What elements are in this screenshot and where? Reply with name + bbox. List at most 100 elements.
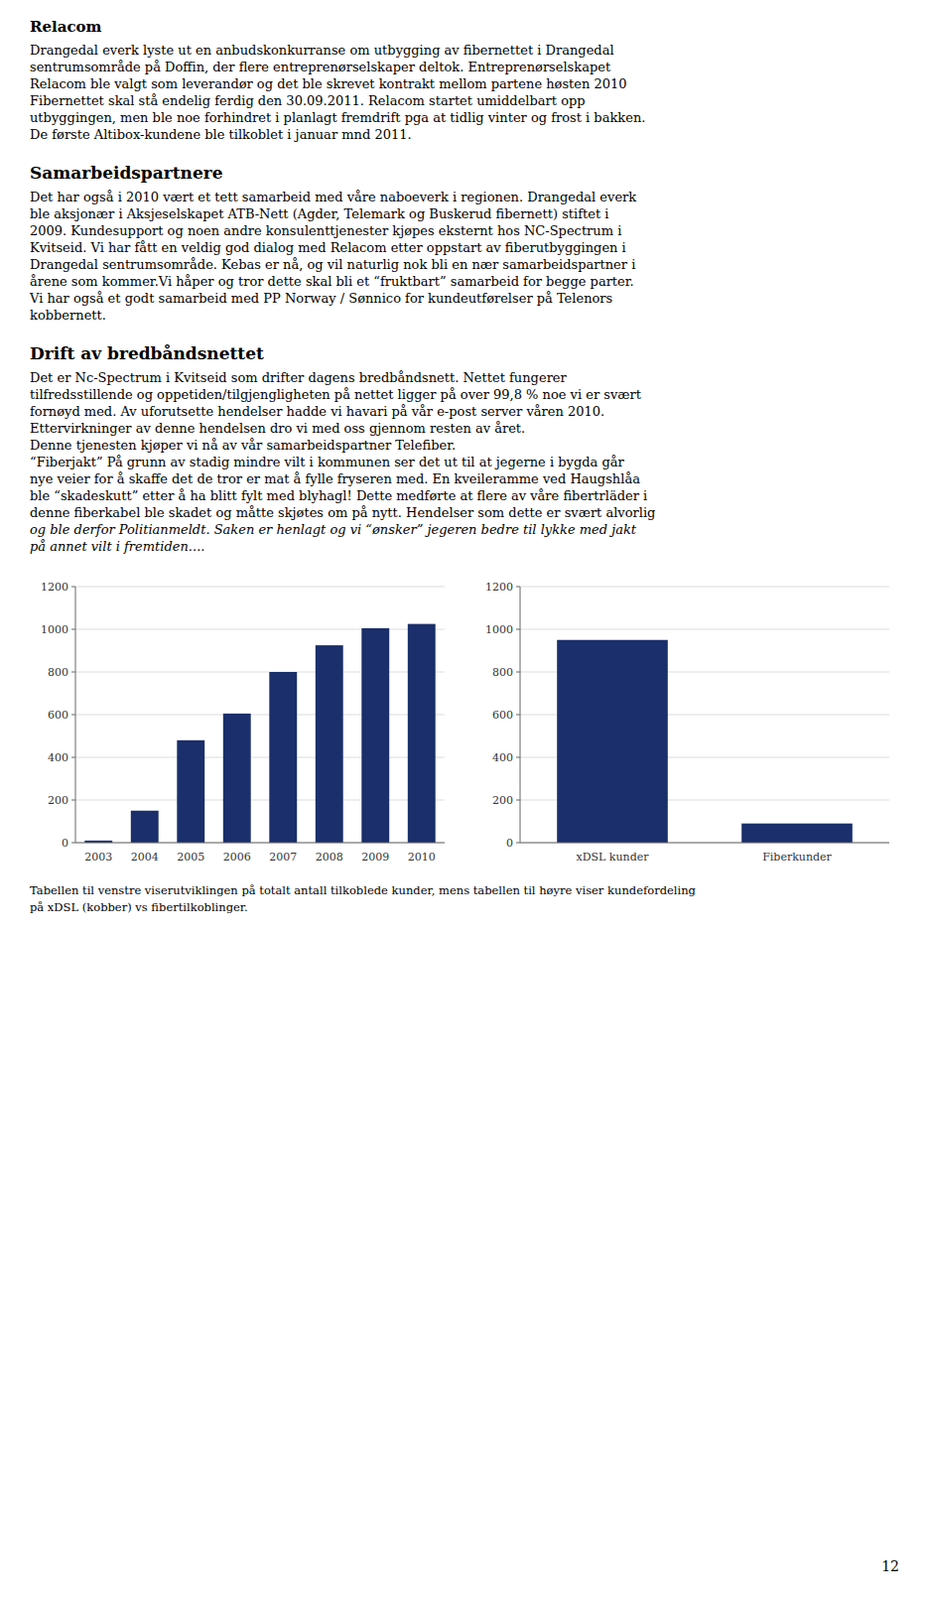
section: Drift av bredbåndsnettet Det er Nc-Spectr… — [29, 343, 900, 555]
category-label: 2003 — [84, 850, 113, 864]
paragraph-line: ble aksjonær i Aksjeselskapet ATB-Nett (… — [29, 205, 900, 223]
paragraph-line: tilfredsstillende og oppetiden/tilgjengl… — [29, 386, 900, 403]
caption: Tabellen til venstre viserutviklingen på… — [29, 882, 900, 917]
page-number: 12 — [881, 1558, 900, 1575]
caption-line: på xDSL (kobber) vs fibertilkoblinger. — [29, 899, 900, 917]
paragraph-line: fornøyd med. Av uforutsette hendelser ha… — [29, 402, 900, 420]
tick-label: 200 — [47, 794, 69, 807]
x-axis — [75, 842, 445, 844]
paragraph-line: nye veier for å skaffe det de tror er ma… — [29, 470, 900, 488]
tick-mark — [516, 757, 521, 759]
tick-mark — [516, 629, 521, 631]
tick-mark — [71, 629, 76, 631]
tick-label: 0 — [506, 836, 514, 850]
bar — [223, 713, 252, 843]
paragraph-line: Denne tjenesten kjøper vi nå av vår sama… — [29, 436, 900, 454]
bars — [84, 624, 435, 843]
category-label: 2004 — [131, 850, 159, 864]
paragraph-line: Kvitseid. Vi har fått en veldig god dial… — [29, 239, 900, 257]
category-label: xDSL kunder — [575, 850, 650, 864]
y-axis — [520, 586, 522, 843]
tick-mark — [71, 586, 76, 588]
tick-label: 800 — [47, 665, 69, 679]
tick-mark — [71, 714, 76, 716]
charts: 0 200 400 600 800 1000 1200 2003 2004 2005 2006 200… — [29, 574, 900, 873]
paragraph-line: på annet vilt i fremtiden.... — [29, 537, 900, 555]
tick-mark — [516, 842, 521, 844]
tick-mark — [71, 757, 76, 759]
tick-label: 1000 — [485, 623, 514, 637]
tick-mark — [516, 714, 521, 716]
grid-line — [520, 586, 890, 588]
category-label: 2007 — [268, 850, 297, 864]
category-label: Fiberkunder — [762, 850, 832, 864]
tick-label: 0 — [61, 836, 69, 850]
grid-line — [520, 842, 890, 844]
bar — [741, 823, 853, 843]
tick-mark — [71, 671, 76, 673]
bars — [556, 640, 853, 843]
paragraph-line: Drangedal sentrumsområde. Kebas er nå, o… — [29, 256, 900, 273]
grid-line — [75, 757, 445, 759]
tick-mark — [516, 671, 521, 673]
paragraph-line: kobbernett. — [29, 306, 900, 324]
section-title: Drift av bredbåndsnettet — [29, 343, 900, 364]
paragraph-line: “Fiberjakt” På grunn av stadig mindre vi… — [29, 453, 900, 471]
section: Samarbeidspartnere Det har også i 2010 væ… — [29, 162, 900, 324]
grid-line — [75, 671, 445, 673]
paragraph-line: Fibernettet skal stå endelig ferdig den … — [29, 92, 900, 110]
tick-label: 800 — [492, 665, 514, 679]
tick-label: 1000 — [40, 623, 69, 637]
tick-label: 600 — [47, 708, 69, 722]
bar — [361, 628, 390, 843]
bar — [407, 624, 436, 843]
tick-label: 200 — [492, 794, 514, 807]
grid-line — [520, 629, 890, 631]
tick-mark — [516, 586, 521, 588]
section-title: Relacom — [29, 17, 900, 36]
category-label: 2010 — [407, 850, 436, 864]
paragraph-line: Ettervirkninger av denne hendelsen dro v… — [29, 419, 900, 437]
grid-line — [75, 586, 445, 588]
tick-label: 1200 — [40, 580, 69, 594]
paragraph-line: Vi har også et godt samarbeid med PP Nor… — [29, 289, 900, 307]
tick-label: 400 — [47, 751, 69, 765]
tick-mark — [71, 799, 76, 801]
bar — [268, 671, 297, 843]
paragraph-line: og ble derfor Politianmeldt. Saken er he… — [29, 521, 900, 538]
y-axis — [75, 586, 77, 843]
category-label: 2006 — [223, 850, 252, 864]
paragraph-line: ble “skadeskutt” etter å ha blitt fylt m… — [29, 487, 900, 505]
bar — [556, 640, 668, 843]
bar-chart: 0 200 400 600 800 1000 1200 2003 2004 2005 2006 200… — [29, 574, 455, 873]
grid-line — [75, 799, 445, 801]
category-label: 2008 — [315, 850, 344, 864]
paragraph-line: 2009. Kundesupport og noen andre konsule… — [29, 222, 900, 240]
bar — [176, 740, 205, 843]
caption-line: Tabellen til venstre viserutviklingen på… — [29, 882, 900, 900]
category-label: 2009 — [361, 850, 390, 864]
paragraph-line: Det har også i 2010 vært et tett samarbe… — [29, 188, 900, 206]
tick-mark — [516, 799, 521, 801]
paragraph-line: utbyggingen, men ble noe forhindret i pl… — [29, 109, 900, 127]
category-label: 2005 — [176, 850, 205, 864]
grid-line — [75, 714, 445, 716]
paragraph-line: Drangedal everk lyste ut en anbudskonkur… — [29, 41, 900, 59]
paragraph-line: De første Altibox-kundene ble tilkoblet … — [29, 126, 900, 143]
x-axis — [520, 842, 890, 844]
section: Relacom Drangedal everk lyste ut en anbud… — [29, 17, 900, 143]
bar — [131, 810, 159, 843]
tick-label: 400 — [492, 751, 514, 765]
grid-line — [75, 629, 445, 631]
bar — [315, 645, 344, 843]
paragraph-line: Det er Nc-Spectrum i Kvitseid som drifte… — [29, 369, 900, 387]
paragraph-line: Relacom ble valgt som leverandør og det … — [29, 75, 900, 93]
tick-label: 600 — [492, 708, 514, 722]
grid-line — [75, 842, 445, 844]
tick-mark — [71, 842, 76, 844]
paragraph-line: årene som kommer.Vi håper og tror dette … — [29, 272, 900, 290]
tick-label: 1200 — [485, 580, 514, 594]
bar-chart: 0 200 400 600 800 1000 1200 xDSL kunder Fiberkun… — [474, 574, 900, 873]
paragraph-line: sentrumsområde på Doffin, der flere entr… — [29, 58, 900, 76]
section-title: Samarbeidspartnere — [29, 162, 900, 183]
